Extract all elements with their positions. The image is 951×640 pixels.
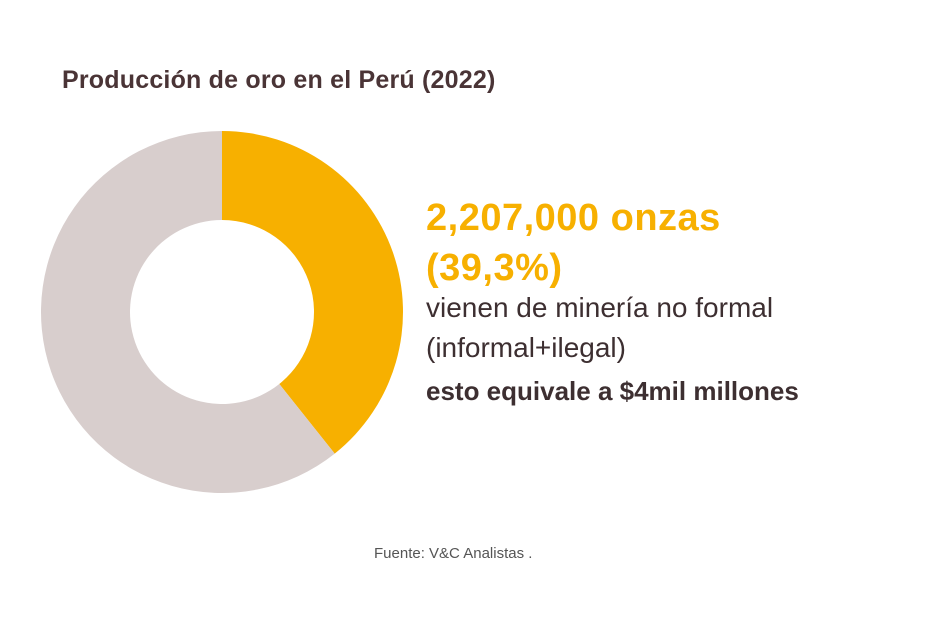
donut-slice-rest: [41, 131, 335, 493]
highlight-percent: (39,3%): [426, 247, 563, 289]
equivalence-text: esto equivale a $4mil millones: [426, 376, 799, 406]
donut-chart: [41, 131, 403, 493]
source-note: Fuente: V&C Analistas .: [374, 545, 533, 562]
donut-slice-no-formal: [222, 131, 403, 454]
highlight-description-line1: vienen de minería no formal: [426, 292, 774, 323]
chart-title: Producción de oro en el Perú (2022): [62, 66, 496, 94]
highlight-amount: 2,207,000 onzas: [426, 197, 721, 239]
highlight-description-line2: (informal+ilegal): [426, 332, 626, 363]
